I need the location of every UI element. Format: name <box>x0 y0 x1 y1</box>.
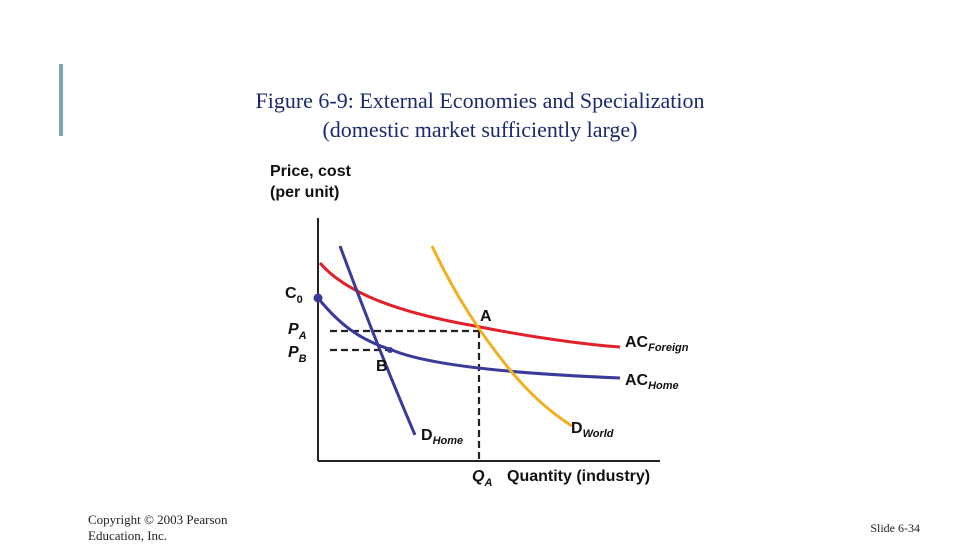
y-axis-title: Price, cost (per unit) <box>270 161 351 203</box>
label-pb: PB <box>288 344 307 365</box>
x-axis-title: Quantity (industry) <box>507 468 650 485</box>
d-home-curve <box>338 245 417 436</box>
figure-title: Figure 6-9: External Economies and Speci… <box>180 86 780 144</box>
label-c0: C0 <box>285 285 303 306</box>
accent-bar <box>59 64 63 136</box>
ac-home-curve <box>316 297 621 380</box>
slide-number: Slide 6-34 <box>870 521 920 535</box>
label-ac-home: ACHome <box>625 372 679 392</box>
figure-subtitle: (domestic market sufficiently large) <box>322 117 638 142</box>
label-b: B <box>376 358 388 375</box>
title-line-1: Figure 6-9: External Economies and Speci… <box>180 86 780 115</box>
point-c0 <box>313 293 323 303</box>
point-b <box>387 347 393 353</box>
y-axis-title-line-1: Price, cost <box>270 163 351 180</box>
d-world-curve <box>430 245 573 428</box>
figure-title-main: : External Economies and Specialization <box>347 88 705 113</box>
label-qa: QA <box>472 468 492 489</box>
label-ac-foreign: ACForeign <box>625 334 689 354</box>
y-axis-title-line-2: (per unit) <box>270 184 340 201</box>
figure-number: Figure 6-9 <box>255 88 348 113</box>
label-pa: PA <box>288 321 307 342</box>
label-d-home: DHome <box>421 427 463 447</box>
label-a: A <box>480 308 492 325</box>
ac-foreign-curve <box>318 262 621 349</box>
label-d-world: DWorld <box>571 420 614 440</box>
copyright-notice: Copyright © 2003 Pearson Education, Inc. <box>88 512 228 543</box>
